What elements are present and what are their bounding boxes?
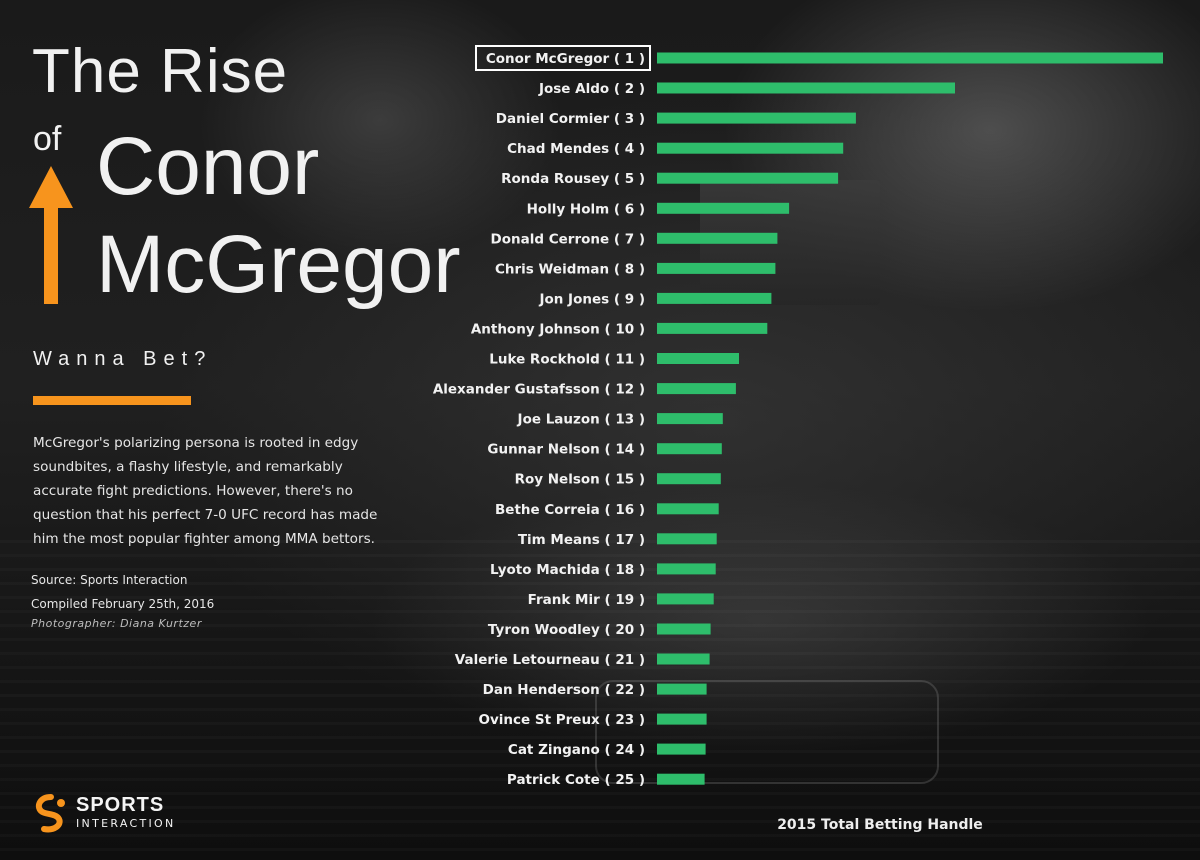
bar-19 <box>657 593 714 605</box>
photographer-credit: Photographer: Diana Kurtzer <box>31 617 202 630</box>
bar-23 <box>657 713 707 725</box>
bar-label-12: Alexander Gustafsson ( 12 ) <box>433 382 645 398</box>
title-name: Conor McGregor <box>96 118 461 314</box>
bar-12 <box>657 383 736 395</box>
bar-label-8: Chris Weidman ( 8 ) <box>495 261 645 277</box>
bar-15 <box>657 473 721 485</box>
bar-18 <box>657 563 716 575</box>
bar-8 <box>657 262 776 274</box>
bar-10 <box>657 322 768 334</box>
bar-3 <box>657 112 856 124</box>
bar-label-10: Anthony Johnson ( 10 ) <box>471 321 645 337</box>
bar-label-22: Dan Henderson ( 22 ) <box>483 682 645 698</box>
arena-seating <box>0 540 1200 860</box>
bar-label-4: Chad Mendes ( 4 ) <box>507 141 645 157</box>
bar-label-7: Donald Cerrone ( 7 ) <box>491 231 645 247</box>
bar-label-9: Jon Jones ( 9 ) <box>538 291 645 307</box>
bar-17 <box>657 533 717 545</box>
bar-label-5: Ronda Rousey ( 5 ) <box>501 171 645 187</box>
bar-4 <box>657 142 844 154</box>
title-name-first: Conor <box>96 121 320 212</box>
bar-label-18: Lyoto Machida ( 18 ) <box>490 562 645 578</box>
logo-mark-icon <box>35 794 65 833</box>
bar-label-25: Patrick Cote ( 25 ) <box>507 772 645 788</box>
bar-label-15: Roy Nelson ( 15 ) <box>515 472 645 488</box>
bar-label-2: Jose Aldo ( 2 ) <box>538 81 645 97</box>
source-credit: Source: Sports Interaction <box>31 573 188 587</box>
bar-25 <box>657 773 705 785</box>
bar-label-21: Valerie Letourneau ( 21 ) <box>455 652 645 668</box>
arrow-up-icon <box>29 166 73 304</box>
bar-label-11: Luke Rockhold ( 11 ) <box>489 352 645 368</box>
bar-label-24: Cat Zingano ( 24 ) <box>508 742 645 758</box>
logo-text-sports: SPORTS <box>76 794 165 816</box>
bar-6 <box>657 202 790 214</box>
compiled-date: Compiled February 25th, 2016 <box>31 597 215 611</box>
bar-label-23: Ovince St Preux ( 23 ) <box>478 712 645 728</box>
x-axis-label: 2015 Total Betting Handle <box>777 817 983 833</box>
bar-9 <box>657 292 772 304</box>
description: McGregor's polarizing persona is rooted … <box>33 435 378 547</box>
bar-label-17: Tim Means ( 17 ) <box>518 532 645 548</box>
logo-text-interaction: INTERACTION <box>76 817 176 830</box>
bar-5 <box>657 172 839 184</box>
sports-interaction-logo: SPORTS INTERACTION <box>32 792 192 838</box>
bar-label-19: Frank Mir ( 19 ) <box>528 592 645 608</box>
bar-7 <box>657 232 778 244</box>
bar-20 <box>657 623 711 635</box>
bar-21 <box>657 653 710 665</box>
bar-label-13: Joe Lauzon ( 13 ) <box>517 412 645 428</box>
bar-label-14: Gunnar Nelson ( 14 ) <box>487 442 645 458</box>
bar-16 <box>657 503 719 515</box>
bar-label-6: Holly Holm ( 6 ) <box>527 201 645 217</box>
bar-14 <box>657 443 722 455</box>
bar-13 <box>657 413 723 425</box>
bar-24 <box>657 743 706 755</box>
bar-2 <box>657 82 955 94</box>
title-of: of <box>33 120 62 158</box>
bar-label-3: Daniel Cormier ( 3 ) <box>496 111 645 127</box>
bar-11 <box>657 353 739 364</box>
title-line-1: The Rise <box>32 37 289 106</box>
bar-label-16: Bethe Correia ( 16 ) <box>495 502 645 518</box>
bar-label-20: Tyron Woodley ( 20 ) <box>488 622 645 638</box>
octagon-cage <box>595 680 939 784</box>
bar-label-1: Conor McGregor ( 1 ) <box>486 51 645 67</box>
bar-22 <box>657 683 707 695</box>
title-name-last: McGregor <box>96 219 461 310</box>
tagline: Wanna Bet? <box>33 348 213 370</box>
accent-underline <box>33 396 191 405</box>
bar-1 <box>657 52 1163 64</box>
highlight-box <box>475 45 651 71</box>
